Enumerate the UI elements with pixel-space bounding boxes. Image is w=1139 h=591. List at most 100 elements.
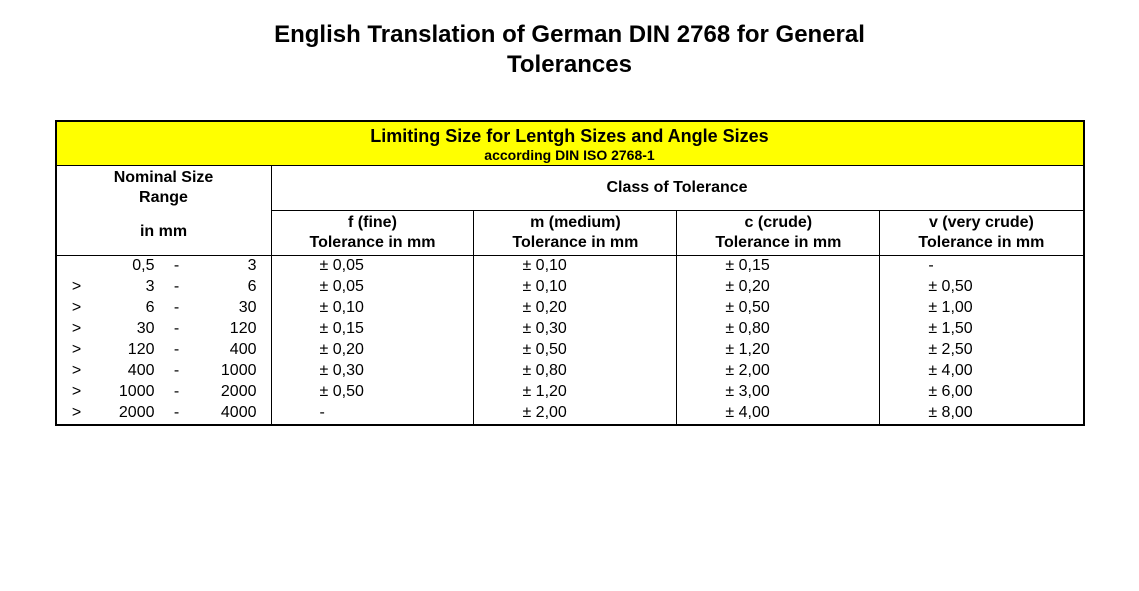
col-nominal-line1: Nominal Size — [114, 169, 214, 186]
col-c-unit: Tolerance in mm — [715, 234, 841, 251]
cell-m: ± 0,80 — [474, 361, 677, 382]
cell-f: ± 0,05 — [271, 277, 474, 298]
table-banner-sub: according DIN ISO 2768-1 — [57, 147, 1083, 163]
cell-hi: 2000 — [193, 382, 272, 403]
cell-lo: 2000 — [97, 403, 161, 425]
cell-v: ± 4,00 — [880, 361, 1084, 382]
page-title: English Translation of German DIN 2768 f… — [210, 20, 930, 80]
cell-hi: 30 — [193, 298, 272, 319]
cell-f: ± 0,20 — [271, 340, 474, 361]
cell-c: ± 0,50 — [677, 298, 880, 319]
cell-v: ± 1,00 — [880, 298, 1084, 319]
table-banner-title: Limiting Size for Lentgh Sizes and Angle… — [57, 126, 1083, 147]
cell-f: ± 0,10 — [271, 298, 474, 319]
table-row: >120-400± 0,20± 0,50± 1,20± 2,50 — [56, 340, 1084, 361]
cell-v: ± 6,00 — [880, 382, 1084, 403]
col-m-unit: Tolerance in mm — [512, 234, 638, 251]
cell-gt: > — [56, 382, 97, 403]
cell-hi: 6 — [193, 277, 272, 298]
table-row: >400-1000± 0,30± 0,80± 2,00± 4,00 — [56, 361, 1084, 382]
cell-lo: 0,5 — [97, 255, 161, 277]
cell-v: ± 8,00 — [880, 403, 1084, 425]
cell-dash: - — [161, 255, 193, 277]
cell-m: ± 0,50 — [474, 340, 677, 361]
col-f-unit: Tolerance in mm — [309, 234, 435, 251]
cell-hi: 400 — [193, 340, 272, 361]
cell-f: ± 0,30 — [271, 361, 474, 382]
cell-v: ± 1,50 — [880, 319, 1084, 340]
table-row: >2000-4000-± 2,00± 4,00± 8,00 — [56, 403, 1084, 425]
col-nominal-header-top: Nominal Size Range — [56, 166, 272, 211]
table-banner: Limiting Size for Lentgh Sizes and Angle… — [56, 121, 1084, 166]
page-title-line1: English Translation of German DIN 2768 f… — [274, 21, 865, 48]
col-f-code: f (fine) — [348, 214, 397, 231]
page: English Translation of German DIN 2768 f… — [0, 0, 1139, 591]
cell-m: ± 0,10 — [474, 277, 677, 298]
cell-f: - — [271, 403, 474, 425]
cell-c: ± 4,00 — [677, 403, 880, 425]
cell-m: ± 0,20 — [474, 298, 677, 319]
cell-v: ± 2,50 — [880, 340, 1084, 361]
col-nominal-line3: in mm — [140, 223, 187, 240]
cell-hi: 1000 — [193, 361, 272, 382]
cell-dash: - — [161, 361, 193, 382]
cell-dash: - — [161, 298, 193, 319]
cell-c: ± 2,00 — [677, 361, 880, 382]
cell-gt: > — [56, 298, 97, 319]
tolerance-table-wrap: Limiting Size for Lentgh Sizes and Angle… — [55, 120, 1085, 426]
table-body: 0,5-3± 0,05± 0,10± 0,15->3-6± 0,05± 0,10… — [56, 255, 1084, 425]
cell-c: ± 0,20 — [677, 277, 880, 298]
cell-m: ± 0,30 — [474, 319, 677, 340]
cell-m: ± 2,00 — [474, 403, 677, 425]
cell-gt: > — [56, 403, 97, 425]
cell-f: ± 0,05 — [271, 255, 474, 277]
table-row: >3-6± 0,05± 0,10± 0,20± 0,50 — [56, 277, 1084, 298]
cell-m: ± 0,10 — [474, 255, 677, 277]
cell-lo: 400 — [97, 361, 161, 382]
cell-f: ± 0,15 — [271, 319, 474, 340]
cell-gt: > — [56, 361, 97, 382]
table-row: >30-120± 0,15± 0,30± 0,80± 1,50 — [56, 319, 1084, 340]
cell-gt: > — [56, 319, 97, 340]
cell-hi: 4000 — [193, 403, 272, 425]
cell-v: - — [880, 255, 1084, 277]
cell-m: ± 1,20 — [474, 382, 677, 403]
table-row: >1000-2000± 0,50± 1,20± 3,00± 6,00 — [56, 382, 1084, 403]
page-title-line2: Tolerances — [507, 51, 632, 78]
cell-gt: > — [56, 277, 97, 298]
cell-lo: 3 — [97, 277, 161, 298]
col-c-header: c (crude) Tolerance in mm — [677, 210, 880, 255]
cell-dash: - — [161, 340, 193, 361]
col-v-unit: Tolerance in mm — [918, 234, 1044, 251]
cell-c: ± 0,80 — [677, 319, 880, 340]
cell-c: ± 0,15 — [677, 255, 880, 277]
cell-dash: - — [161, 382, 193, 403]
col-c-code: c (crude) — [745, 214, 813, 231]
col-nominal-header-bottom: in mm — [56, 210, 272, 255]
col-m-code: m (medium) — [530, 214, 621, 231]
tolerance-table: Limiting Size for Lentgh Sizes and Angle… — [55, 120, 1085, 426]
col-m-header: m (medium) Tolerance in mm — [474, 210, 677, 255]
col-nominal-line2: Range — [139, 189, 188, 206]
cell-f: ± 0,50 — [271, 382, 474, 403]
cell-lo: 1000 — [97, 382, 161, 403]
cell-lo: 30 — [97, 319, 161, 340]
table-row: 0,5-3± 0,05± 0,10± 0,15- — [56, 255, 1084, 277]
table-header-row1: Nominal Size Range Class of Tolerance — [56, 166, 1084, 211]
cell-v: ± 0,50 — [880, 277, 1084, 298]
cell-dash: - — [161, 277, 193, 298]
col-v-code: v (very crude) — [929, 214, 1034, 231]
cell-hi: 3 — [193, 255, 272, 277]
cell-dash: - — [161, 319, 193, 340]
table-row: >6-30± 0,10± 0,20± 0,50± 1,00 — [56, 298, 1084, 319]
col-v-header: v (very crude) Tolerance in mm — [880, 210, 1084, 255]
cell-gt: > — [56, 340, 97, 361]
cell-c: ± 3,00 — [677, 382, 880, 403]
cell-c: ± 1,20 — [677, 340, 880, 361]
table-banner-row: Limiting Size for Lentgh Sizes and Angle… — [56, 121, 1084, 166]
cell-lo: 6 — [97, 298, 161, 319]
cell-lo: 120 — [97, 340, 161, 361]
col-class-header: Class of Tolerance — [271, 166, 1084, 211]
col-f-header: f (fine) Tolerance in mm — [271, 210, 474, 255]
cell-hi: 120 — [193, 319, 272, 340]
